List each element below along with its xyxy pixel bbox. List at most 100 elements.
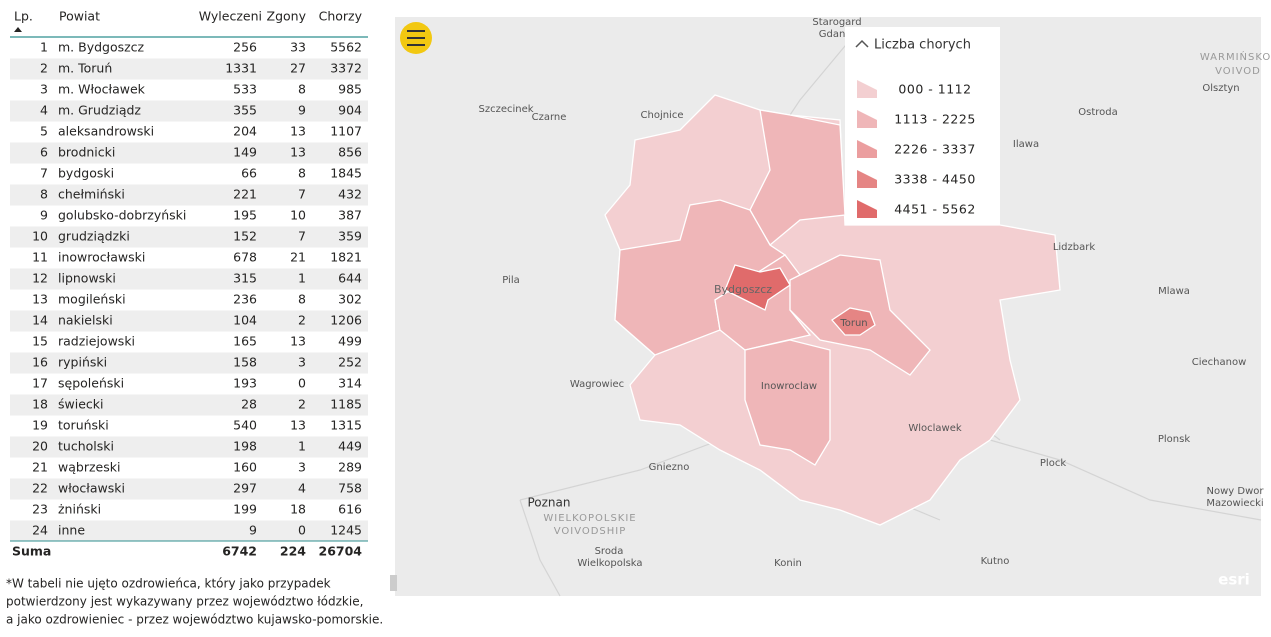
table: Lp. Powiat Wyleczeni Zgony Chorzy 1 m. Bydgosz…: [10, 9, 368, 559]
cell: 289: [338, 460, 362, 475]
row-band: [10, 520, 368, 542]
place-label: Gniezno: [649, 462, 690, 473]
place-label: Ostroda: [1078, 107, 1118, 118]
row-band: [10, 100, 368, 122]
row-band: [10, 268, 368, 290]
cell: inowrocławski: [58, 250, 145, 265]
cell: 1107: [330, 124, 362, 139]
cell: 104: [233, 313, 257, 328]
county: [744, 339, 831, 466]
cell: 66: [241, 166, 257, 181]
place-label: Wagrowiec: [570, 379, 624, 390]
cell: 678: [233, 250, 257, 265]
column-header[interactable]: Powiat: [59, 9, 100, 24]
cell: 10: [32, 229, 48, 244]
county: [831, 307, 876, 336]
cell: 856: [338, 145, 362, 160]
legend-swatch: [857, 80, 877, 98]
sort-arrow[interactable]: [14, 27, 22, 32]
cell: 236: [233, 292, 257, 307]
cell: m. Grudziądz: [58, 103, 141, 118]
place-label: VOIVOD: [1215, 66, 1261, 77]
cell: 4: [298, 481, 306, 496]
total-cell: 6742: [222, 544, 257, 559]
column-header[interactable]: Lp.: [14, 9, 33, 24]
cell: 387: [338, 208, 362, 223]
place-label: Poznan: [527, 496, 570, 510]
cell: 165: [233, 334, 257, 349]
cell: toruński: [58, 418, 109, 433]
cell: 195: [233, 208, 257, 223]
cell: 33: [290, 40, 306, 55]
cell: 3: [298, 460, 306, 475]
cell: 499: [338, 334, 362, 349]
legend-items: 000 - 1112 1113 - 2225 2226 - 3337 3338 - 4…: [857, 80, 975, 218]
cell: 8: [298, 166, 306, 181]
cell: 359: [338, 229, 362, 244]
cell: 9: [40, 208, 48, 223]
cell: 1185: [330, 397, 362, 412]
cell: 19: [32, 418, 48, 433]
place-label: Starogard: [812, 17, 861, 28]
place-label: Olsztyn: [1202, 83, 1239, 94]
row-band: [10, 184, 368, 206]
place-label: Plonsk: [1158, 434, 1190, 445]
cell: 8: [298, 292, 306, 307]
place-label: Nowy Dwor: [1207, 486, 1265, 497]
column-header[interactable]: Wyleczeni: [199, 9, 262, 24]
cell: grudziądzki: [58, 229, 130, 244]
cell: 24: [32, 523, 48, 538]
cell: 449: [338, 439, 362, 454]
cell: 2: [298, 397, 306, 412]
cell: 616: [338, 502, 362, 517]
scrollbar[interactable]: [390, 575, 397, 591]
cell: m. Toruń: [58, 61, 112, 76]
place-label: Kutno: [981, 556, 1010, 567]
menu-icon: [407, 30, 425, 46]
cell: 432: [338, 187, 362, 202]
legend-toggle[interactable]: [855, 39, 869, 48]
cell: 3: [298, 355, 306, 370]
row-band: [10, 352, 368, 374]
footnote-line: *W tabeli nie ujęto ozdrowieńca, który j…: [6, 577, 331, 591]
total-cell: 26704: [319, 544, 363, 559]
legend-swatch: [857, 140, 877, 158]
place-label: Pila: [502, 275, 520, 286]
place-label: esri: [1218, 571, 1250, 589]
place-label: Mlawa: [1158, 286, 1190, 297]
county: [749, 109, 846, 246]
cell: 17: [32, 376, 48, 391]
place-label: VOIVODSHIP: [554, 526, 627, 537]
cell: 985: [338, 82, 362, 97]
cell: żniński: [58, 502, 101, 517]
cell: 13: [290, 334, 306, 349]
cell: brodnicki: [58, 145, 115, 160]
place-label: Plock: [1040, 458, 1066, 469]
row-band: [10, 142, 368, 164]
cell: 2: [40, 61, 48, 76]
cell: 8: [40, 187, 48, 202]
cell: 4: [40, 103, 48, 118]
cell: 0: [298, 376, 306, 391]
cell: rypiński: [58, 355, 107, 370]
cell: m. Włocławek: [58, 82, 146, 97]
legend-swatch: [857, 200, 877, 218]
cell: 9: [249, 523, 257, 538]
cell: 1821: [330, 250, 362, 265]
cell: 644: [338, 271, 362, 286]
column-header[interactable]: Chorzy: [319, 9, 363, 24]
cell: inne: [58, 523, 85, 538]
cell: chełmiński: [58, 187, 125, 202]
column-header[interactable]: Zgony: [267, 9, 307, 24]
place-label: WIELKOPOLSKIE: [543, 513, 636, 524]
cell: 2: [298, 313, 306, 328]
cell: 8: [298, 82, 306, 97]
footnote: *W tabeli nie ujęto ozdrowieńca, który j…: [6, 577, 383, 627]
place-label: Czarne: [532, 112, 567, 123]
cell: 314: [338, 376, 362, 391]
cell: 7: [298, 187, 306, 202]
cell: 7: [298, 229, 306, 244]
place-label: Sroda: [595, 546, 624, 557]
cell: 16: [32, 355, 48, 370]
